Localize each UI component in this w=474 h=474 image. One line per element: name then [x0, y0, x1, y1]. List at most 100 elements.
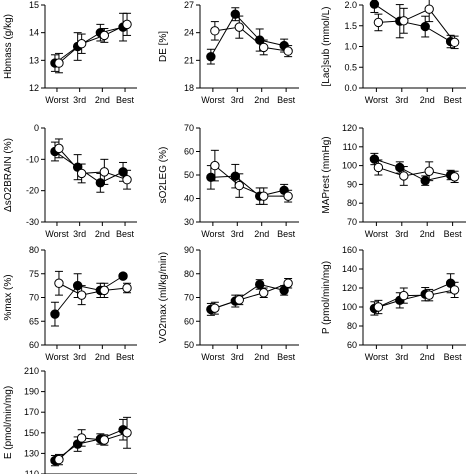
y-axis-label: Hbmass (g/kg) — [3, 14, 14, 79]
series-line — [54, 151, 124, 184]
x-tick-label: 2nd — [254, 95, 269, 105]
series-filled — [206, 163, 289, 205]
series-line — [214, 165, 289, 197]
data-point — [373, 162, 384, 173]
series-open — [54, 416, 132, 466]
y-tick-label: 70 — [184, 123, 194, 133]
chart-panel: 50 60 70 80 90 Worst 3rd 2nd Best VO2max (ml/kg/m… — [158, 245, 299, 362]
x-tick-label: Worst — [365, 229, 389, 239]
data-point — [95, 178, 106, 188]
data-point — [50, 309, 60, 319]
data-point — [449, 285, 460, 295]
chart-panel: 18 21 24 27 Worst 3rd 2nd Best DE [%] — [158, 0, 299, 105]
y-axis-label: sO2LEG (%) — [158, 147, 169, 204]
chart-panel: 0.0 0.5 1.0 1.5 2.0 Worst 3rd 2nd Best [Lac]sub (… — [321, 0, 466, 105]
y-tick-label: 150 — [24, 428, 39, 438]
y-axis-label: VO2max (ml/kg/min) — [158, 252, 169, 343]
x-tick-label: 2nd — [420, 352, 435, 362]
series-line — [210, 175, 285, 197]
series-line — [54, 275, 124, 315]
y-tick-label: 24 — [184, 28, 194, 38]
data-point — [395, 162, 405, 173]
data-point — [122, 19, 132, 30]
x-tick-label: Best — [277, 229, 296, 239]
data-point — [369, 0, 380, 9]
y-tick-label: 50 — [184, 340, 194, 350]
y-tick-label: 210 — [24, 366, 39, 376]
series-open — [54, 12, 132, 74]
series-line — [378, 289, 455, 308]
y-tick-label: 110 — [343, 142, 357, 152]
y-tick-label: -10 — [26, 154, 39, 164]
x-tick-label: Worst — [365, 95, 389, 105]
y-tick-label: 12 — [29, 83, 39, 93]
x-tick-label: Best — [116, 229, 135, 239]
x-tick-label: 2nd — [95, 352, 110, 362]
data-point — [122, 175, 132, 185]
x-tick-label: 3rd — [395, 229, 408, 239]
data-point — [234, 22, 244, 32]
series-line — [210, 13, 285, 57]
data-point — [118, 167, 128, 177]
y-tick-label: 75 — [29, 269, 39, 279]
data-point — [54, 454, 64, 465]
data-point — [99, 30, 110, 41]
y-tick-label: 15 — [29, 0, 39, 10]
y-tick-label: 100 — [342, 161, 357, 171]
x-tick-label: 2nd — [420, 229, 435, 239]
data-point — [234, 180, 244, 191]
y-tick-label: 14 — [29, 28, 39, 38]
y-tick-label: 120 — [342, 283, 357, 293]
data-point — [399, 290, 409, 301]
x-tick-label: Worst — [45, 229, 69, 239]
y-tick-label: 65 — [29, 316, 39, 326]
data-point — [259, 42, 269, 53]
x-tick-label: Best — [444, 352, 463, 362]
data-point — [449, 172, 460, 182]
y-axis-label: MAPrest (mmHg) — [321, 136, 332, 213]
x-tick-label: 3rd — [395, 352, 408, 362]
data-point — [54, 58, 64, 68]
x-tick-label: Worst — [365, 352, 389, 362]
y-axis-label: %max (%) — [3, 274, 14, 320]
series-open — [373, 159, 460, 186]
x-tick-label: Worst — [45, 95, 69, 105]
y-tick-label: 0 — [34, 123, 39, 133]
y-tick-label: 110 — [25, 469, 39, 474]
x-tick-label: 3rd — [231, 352, 244, 362]
y-axis-label: ΔsO2BRAIN (%) — [3, 138, 14, 212]
series-line — [58, 148, 128, 181]
y-tick-label: 50 — [184, 170, 194, 180]
data-point — [76, 433, 87, 443]
y-axis-label: DE [%] — [158, 31, 169, 62]
x-tick-label: Best — [277, 352, 296, 362]
x-tick-label: 3rd — [231, 229, 244, 239]
x-tick-label: Worst — [201, 229, 225, 239]
data-point — [99, 285, 110, 296]
y-tick-label: 140 — [342, 264, 357, 274]
data-point — [230, 9, 240, 19]
x-tick-label: 3rd — [231, 95, 244, 105]
data-point — [122, 428, 132, 438]
y-axis-label: P (pmol/min/mg) — [321, 261, 332, 334]
data-point — [76, 39, 87, 49]
chart-panel: 70 80 90 100 110 120 Worst 3rd 2nd Best MAPrest (m… — [321, 123, 466, 239]
data-point — [283, 191, 293, 201]
y-tick-label: 60 — [29, 340, 39, 350]
series-open — [373, 0, 460, 50]
data-point — [76, 290, 87, 300]
x-tick-label: 2nd — [254, 352, 269, 362]
y-tick-label: 2.0 — [344, 0, 357, 10]
data-point — [424, 290, 434, 300]
series-line — [374, 3, 451, 42]
y-tick-label: 170 — [24, 407, 39, 417]
x-tick-label: 2nd — [420, 95, 435, 105]
y-tick-label: 13 — [29, 55, 39, 65]
x-tick-label: Best — [277, 95, 296, 105]
chart-panel: -30 -20 -10 0 Worst 3rd 2nd Best ΔsO2BRAIN (%) — [3, 123, 137, 239]
x-tick-label: Best — [116, 352, 135, 362]
data-point — [449, 37, 460, 48]
data-point — [54, 278, 64, 288]
chart-panel: 110130150170190210Worst3rd2ndBestE (pmol… — [3, 366, 137, 474]
series-filled — [369, 0, 456, 49]
